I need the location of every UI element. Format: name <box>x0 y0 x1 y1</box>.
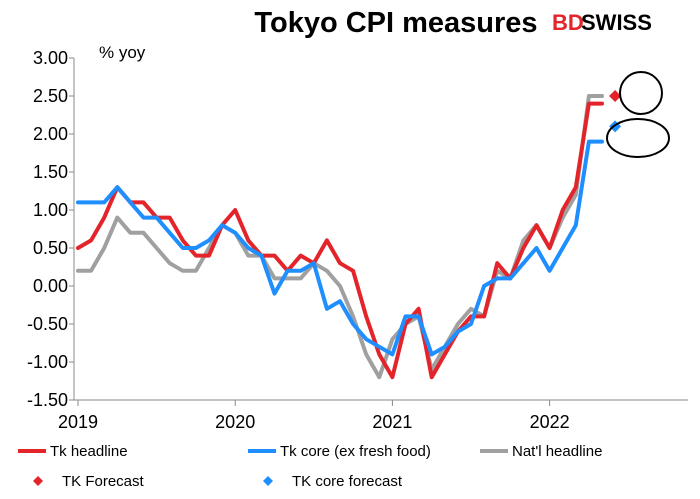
y-tick-label: -1.50 <box>27 390 68 410</box>
y-tick-label: 0.50 <box>33 238 68 258</box>
highlight-circle-core <box>606 118 670 158</box>
y-tick-label: 2.50 <box>33 86 68 106</box>
x-tick-label: 2021 <box>372 412 412 432</box>
y-tick-label: -1.00 <box>27 352 68 372</box>
y-ticks: 3.00 2.50 2.00 1.50 1.00 0.50 0.00 -0.50 -1.00 -1… <box>27 48 74 410</box>
x-tick-label: 2020 <box>215 412 255 432</box>
chart-title: Tokyo CPI measures <box>254 7 537 39</box>
y-tick-label: 3.00 <box>33 48 68 68</box>
forecast-highlight-circles <box>606 71 670 158</box>
series-line-2 <box>76 94 604 380</box>
y-tick-label: 2.00 <box>33 124 68 144</box>
series-line-1 <box>76 139 604 357</box>
series-lines <box>76 94 604 380</box>
y-unit-label: % yoy <box>99 43 146 62</box>
brand-logo-part2: SWISS <box>581 10 652 35</box>
y-tick-label: 0.00 <box>33 276 68 296</box>
x-tick-label: 2019 <box>58 412 98 432</box>
brand-logo-part1: BD <box>552 10 584 35</box>
y-tick-label: -0.50 <box>27 314 68 334</box>
legend-label: Nat'l headline <box>512 443 602 460</box>
legend-swatch-3 <box>33 476 43 486</box>
highlight-circle-headline <box>619 71 663 115</box>
legend-label: Tk headline <box>50 443 128 460</box>
y-tick-label: 1.00 <box>33 200 68 220</box>
legend-label: Tk core (ex fresh food) <box>280 443 431 460</box>
forecast-marker-3 <box>609 90 622 102</box>
legend-swatch-4 <box>263 476 273 486</box>
x-ticks: 2019 2020 2021 2022 <box>58 400 570 432</box>
brand-logo: BD SWISS <box>552 10 652 35</box>
legend: Tk headline Tk core (ex fresh food) Nat'l … <box>18 443 602 490</box>
y-tick-label: 1.50 <box>33 162 68 182</box>
series-line-0 <box>76 101 604 380</box>
legend-label: TK Forecast <box>62 473 145 490</box>
x-tick-label: 2022 <box>530 412 570 432</box>
legend-label: TK core forecast <box>292 473 403 490</box>
